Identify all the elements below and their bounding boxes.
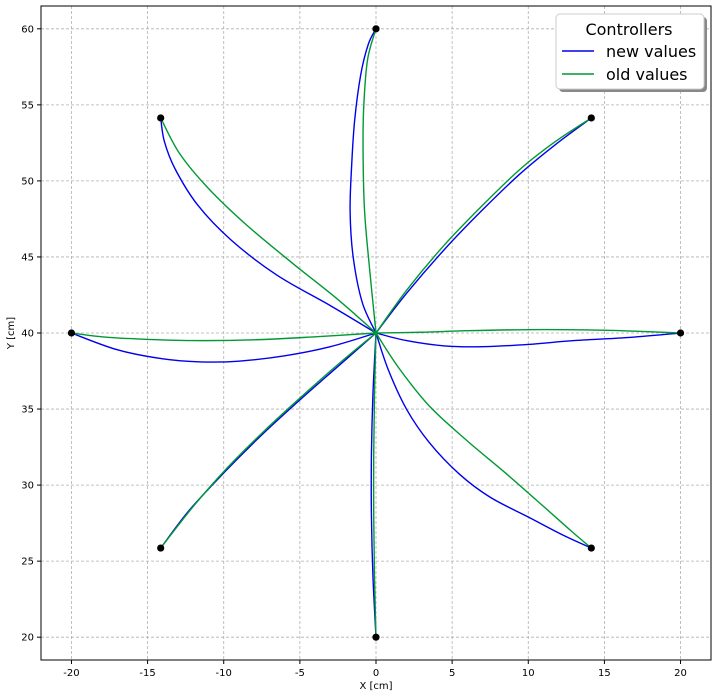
x-tick-label: -5: [295, 668, 305, 679]
target-point-6: [68, 329, 75, 336]
x-tick-label: 20: [674, 668, 687, 679]
y-tick-label: 45: [21, 252, 34, 263]
y-axis-label: Y [cm]: [6, 317, 17, 350]
y-tick-label: 25: [21, 557, 34, 568]
y-tick-label: 40: [21, 329, 34, 340]
y-ticks: 20 25 30 35 40 45 50 55 60: [21, 24, 41, 643]
legend-entry-new-values: new values: [606, 42, 696, 61]
y-tick-label: 35: [21, 405, 34, 416]
target-point-0: [372, 25, 379, 32]
x-tick-label: 5: [449, 668, 455, 679]
y-tick-label: 55: [21, 100, 34, 111]
y-tick-label: 60: [21, 24, 34, 35]
x-tick-label: -10: [216, 668, 232, 679]
x-tick-label: -20: [63, 668, 79, 679]
x-tick-label: 0: [373, 668, 379, 679]
target-point-2: [677, 329, 684, 336]
x-axis-label: X [cm]: [359, 681, 392, 692]
x-tick-label: 15: [598, 668, 611, 679]
x-tick-label: -15: [139, 668, 155, 679]
x-ticks: -20 -15 -10 -5 0 5 10 15 20: [63, 660, 687, 679]
legend-entry-old-values: old values: [606, 65, 688, 84]
target-point-1: [588, 114, 595, 121]
x-tick-label: 10: [522, 668, 535, 679]
y-tick-label: 50: [21, 176, 34, 187]
y-tick-label: 30: [21, 481, 34, 492]
legend: Controllers new values old values: [556, 14, 707, 92]
target-point-7: [157, 114, 164, 121]
legend-title: Controllers: [585, 20, 672, 39]
target-point-4: [372, 634, 379, 641]
target-point-5: [157, 544, 164, 551]
target-point-3: [588, 544, 595, 551]
y-tick-label: 20: [21, 633, 34, 644]
